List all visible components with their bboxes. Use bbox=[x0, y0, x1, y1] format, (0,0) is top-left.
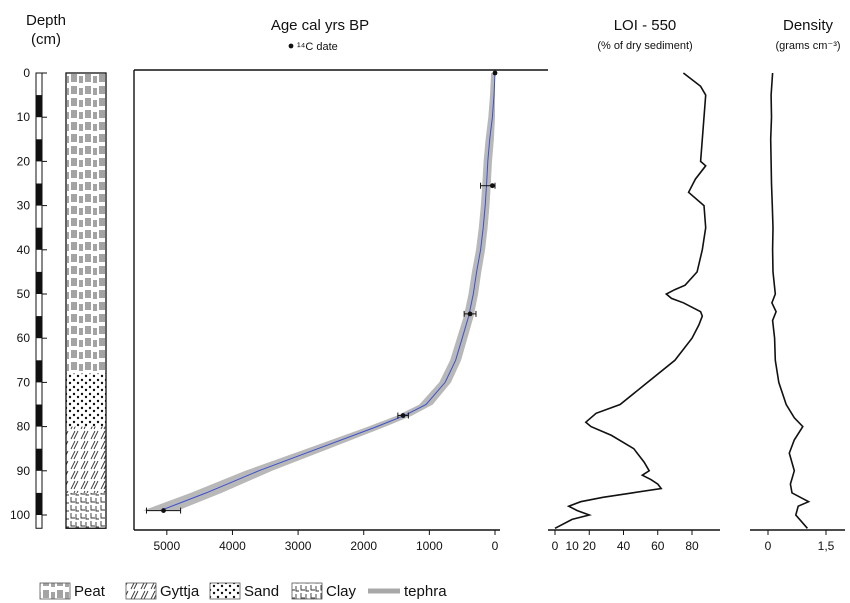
loi-x-tick-label: 20 bbox=[583, 539, 597, 553]
density-line bbox=[769, 72, 811, 529]
density-x-tick-label: 0 bbox=[765, 539, 772, 553]
lithology-legend: Peat Gyttja Sand Clay tephra bbox=[39, 582, 447, 600]
legend-label: Clay bbox=[326, 583, 357, 600]
loi-panel-title: LOI - 550 bbox=[614, 17, 677, 34]
density-panel: 0 1,5 bbox=[750, 72, 845, 553]
depth-scale-segment bbox=[36, 448, 42, 471]
lithology-frame bbox=[65, 72, 107, 529]
depth-scale-segment bbox=[36, 492, 42, 515]
lithology-peat-unit bbox=[66, 73, 106, 374]
age-model-line bbox=[160, 72, 496, 512]
depth-axis: 0 10 20 30 40 50 60 70 80 90 100 bbox=[10, 66, 47, 529]
depth-scale-segment bbox=[36, 360, 42, 383]
age-x-tick-label: 3000 bbox=[285, 539, 312, 553]
age-x-tick-label: 2000 bbox=[350, 539, 377, 553]
lithology-column bbox=[65, 72, 107, 529]
density-panel-subtitle: (grams cm⁻³) bbox=[775, 40, 840, 52]
legend-peat-swatch bbox=[39, 582, 71, 600]
legend-label: Peat bbox=[74, 583, 106, 600]
depth-tick-label: 30 bbox=[17, 199, 31, 213]
age-x-tick-label: 0 bbox=[492, 539, 499, 553]
loi-line bbox=[554, 72, 707, 530]
c14-date-point bbox=[489, 183, 495, 189]
depth-tick-label: 20 bbox=[17, 154, 31, 168]
legend-item-sand: Sand bbox=[209, 582, 279, 600]
c14-date-point bbox=[400, 413, 406, 418]
c14-date-point bbox=[492, 70, 498, 76]
depth-tick-label: 60 bbox=[17, 331, 31, 345]
lithology-clay-unit bbox=[66, 492, 106, 529]
depth-scale-segment bbox=[36, 95, 42, 118]
legend-sand-swatch bbox=[209, 582, 241, 600]
depth-tick-label: 100 bbox=[10, 508, 30, 522]
density-panel-title: Density bbox=[783, 17, 834, 34]
depth-scale-segment bbox=[36, 139, 42, 162]
depth-tick-label: 90 bbox=[17, 464, 31, 478]
depth-tick-label: 80 bbox=[17, 420, 31, 434]
loi-x-minor-label: 10 bbox=[565, 539, 579, 553]
legend-item-tephra: tephra bbox=[368, 583, 447, 600]
depth-tick-label: 10 bbox=[17, 110, 31, 124]
density-x-tick-label: 1,5 bbox=[818, 539, 835, 553]
depth-scale-segment bbox=[36, 183, 42, 206]
depth-title-line1: Depth bbox=[26, 12, 66, 29]
loi-panel: 0 20 40 60 80 10 bbox=[548, 72, 720, 553]
depth-scale-segment bbox=[36, 404, 42, 427]
age-x-tick-label: 4000 bbox=[219, 539, 246, 553]
depth-scale-segment bbox=[36, 271, 42, 294]
legend-label: Gyttja bbox=[160, 583, 200, 600]
c14-date-legend-label: ¹⁴C date bbox=[297, 41, 338, 53]
c14-date-legend-dot bbox=[288, 43, 294, 49]
legend-item-clay: Clay bbox=[291, 582, 357, 600]
age-x-tick-label: 5000 bbox=[153, 539, 180, 553]
age-x-tick-label: 1000 bbox=[416, 539, 443, 553]
lithology-sand-unit bbox=[66, 373, 106, 427]
legend-label: Sand bbox=[244, 583, 279, 600]
legend-item-peat: Peat bbox=[39, 582, 106, 600]
depth-scale-segment bbox=[36, 227, 42, 250]
c14-date-point bbox=[161, 508, 166, 513]
depth-tick-label: 70 bbox=[17, 375, 31, 389]
loi-panel-subtitle: (% of dry sediment) bbox=[597, 40, 692, 52]
age-panel: 5000 4000 3000 2000 1000 0 bbox=[133, 69, 548, 553]
age-panel-title: Age cal yrs BP bbox=[271, 17, 369, 34]
loi-x-tick-label: 0 bbox=[552, 539, 559, 553]
legend-clay-swatch bbox=[291, 582, 323, 600]
age-model-envelope bbox=[142, 73, 495, 511]
lithology-gyttja-unit bbox=[66, 426, 106, 493]
depth-scale-segment bbox=[36, 316, 42, 339]
loi-x-tick-label: 40 bbox=[617, 539, 631, 553]
depth-tick-label: 50 bbox=[17, 287, 31, 301]
depth-tick-label: 0 bbox=[23, 66, 30, 80]
depth-tick-label: 40 bbox=[17, 243, 31, 257]
legend-gyttja-swatch bbox=[125, 582, 157, 600]
loi-x-tick-label: 60 bbox=[651, 539, 665, 553]
loi-x-tick-label: 80 bbox=[685, 539, 699, 553]
c14-date-point bbox=[467, 311, 473, 317]
legend-item-gyttja: Gyttja bbox=[125, 582, 200, 600]
legend-label: tephra bbox=[404, 583, 447, 600]
depth-title-line2: (cm) bbox=[31, 31, 61, 48]
depth-scale-bar bbox=[35, 72, 43, 529]
